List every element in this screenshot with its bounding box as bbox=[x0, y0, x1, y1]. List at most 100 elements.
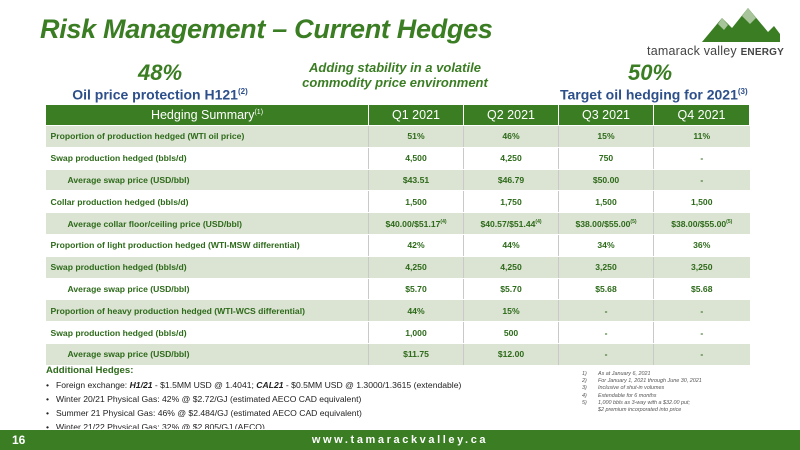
table-cell: $38.00/$55.00(5) bbox=[558, 212, 654, 235]
table-cell: 51% bbox=[368, 125, 464, 148]
table-header-row: Hedging Summary(1) Q1 2021 Q2 2021 Q3 20… bbox=[45, 104, 750, 126]
table-row: Collar production hedged (bbls/d) 1,500 1,… bbox=[45, 190, 750, 214]
table-row: Proportion of production hedged (WTI oil… bbox=[45, 125, 750, 148]
list-item: Summer 21 Physical Gas: 46% @ $2.484/GJ … bbox=[46, 406, 566, 420]
row-label: Average swap price (USD/bbl) bbox=[45, 277, 369, 301]
row-label: Proportion of light production hedged (W… bbox=[45, 233, 369, 257]
table-cell: $40.57/$51.44(4) bbox=[463, 212, 559, 235]
row-label: Swap production hedged (bbls/d) bbox=[45, 255, 369, 279]
table-row: Average collar floor/ceiling price (USD/… bbox=[45, 212, 750, 235]
row-label: Average swap price (USD/bbl) bbox=[45, 342, 369, 366]
website-link[interactable]: www.tamarackvalley.ca bbox=[311, 434, 489, 446]
table-cell: $38.00/$55.00(5) bbox=[653, 212, 750, 235]
footnote: 4) Extendable for 6 months bbox=[582, 392, 657, 399]
table-cell: 4,500 bbox=[368, 146, 464, 170]
table-cell: - bbox=[653, 342, 750, 366]
table-cell: $50.00 bbox=[558, 168, 654, 192]
table-cell: $43.51 bbox=[368, 168, 464, 192]
table-cell: - bbox=[558, 299, 654, 323]
row-label: Proportion of heavy production hedged (W… bbox=[45, 299, 369, 323]
column-header-q2: Q2 2021 bbox=[463, 104, 559, 126]
additional-hedges-list: Foreign exchange: H1/21 - $1.5MM USD @ 1… bbox=[46, 378, 566, 434]
table-cell: $5.70 bbox=[463, 277, 559, 301]
table-cell: 1,500 bbox=[558, 190, 654, 214]
table-cell: $11.75 bbox=[368, 342, 464, 366]
table-cell: 750 bbox=[558, 146, 654, 170]
kpi-oil-protection: 48% Oil price protection H121(2) bbox=[70, 62, 250, 103]
page-number: 16 bbox=[12, 433, 26, 447]
table-cell: - bbox=[558, 321, 654, 344]
column-header-q4: Q4 2021 bbox=[653, 104, 750, 126]
table-row: Average swap price (USD/bbl) $43.51 $46.79… bbox=[45, 168, 750, 192]
kpi-label: Target oil hedging for 2021(3) bbox=[560, 86, 748, 103]
table-cell: 4,250 bbox=[463, 255, 559, 279]
table-row: Proportion of light production hedged (W… bbox=[45, 233, 750, 257]
table-row: Swap production hedged (bbls/d) 4,500 4,25… bbox=[45, 146, 750, 170]
tagline: Adding stability in a volatile commodity… bbox=[302, 60, 488, 90]
table-cell: $40.00/$51.17(4) bbox=[368, 212, 464, 235]
kpi-value: 50% bbox=[627, 60, 673, 85]
footer-divider bbox=[0, 429, 800, 430]
additional-hedges: Additional Hedges: Foreign exchange: H1/… bbox=[46, 365, 566, 434]
footnotes: 1) As at January 6, 2021 2) For January 1,… bbox=[582, 371, 772, 414]
table-cell: 3,250 bbox=[653, 255, 750, 279]
column-header-q3: Q3 2021 bbox=[558, 104, 654, 126]
row-label: Proportion of production hedged (WTI oil… bbox=[45, 125, 369, 148]
logo-wordmark: tamarack valley ENERGY bbox=[647, 44, 784, 58]
table-row: Swap production hedged (bbls/d) 1,000 500-… bbox=[45, 321, 750, 344]
table-cell: 1,000 bbox=[368, 321, 464, 344]
table-cell: 36% bbox=[653, 233, 750, 257]
row-label: Average swap price (USD/bbl) bbox=[45, 168, 369, 192]
table-cell: - bbox=[653, 146, 750, 170]
row-label: Swap production hedged (bbls/d) bbox=[45, 321, 369, 344]
table-cell: 4,250 bbox=[368, 255, 464, 279]
additional-hedges-title: Additional Hedges: bbox=[46, 365, 134, 376]
footnote: 2) For January 1, 2021 through June 30, 2… bbox=[582, 378, 702, 385]
column-header-q1: Q1 2021 bbox=[368, 104, 464, 126]
footnote: 5) 1,000 bbls as 3-way with a $32.00 put; bbox=[582, 399, 690, 406]
table-row: Average swap price (USD/bbl) $11.75 $12.00… bbox=[45, 342, 750, 366]
table-cell: - bbox=[653, 168, 750, 192]
kpi-target-hedging: 50% Target oil hedging for 2021(3) bbox=[560, 60, 748, 103]
table-cell: 1,750 bbox=[463, 190, 559, 214]
table-row: Average swap price (USD/bbl) $5.70 $5.70 $5… bbox=[45, 277, 750, 301]
kpi-value: 48% bbox=[137, 60, 183, 85]
table-row: Swap production hedged (bbls/d) 4,250 4,25… bbox=[45, 255, 750, 279]
table-cell: 15% bbox=[463, 299, 559, 323]
table-cell: $12.00 bbox=[463, 342, 559, 366]
table-cell: - bbox=[558, 342, 654, 366]
list-item: Winter 20/21 Physical Gas: 42% @ $2.72/G… bbox=[46, 392, 566, 406]
table-row: Proportion of heavy production hedged (W… bbox=[45, 299, 750, 323]
table-cell: 1,500 bbox=[368, 190, 464, 214]
hedging-summary-table: Hedging Summary(1) Q1 2021 Q2 2021 Q3 20… bbox=[45, 104, 750, 366]
table-cell: 46% bbox=[463, 125, 559, 148]
table-cell: 15% bbox=[558, 125, 654, 148]
table-cell: $5.68 bbox=[558, 277, 654, 301]
column-header-label: Hedging Summary(1) bbox=[45, 104, 369, 126]
footnote: 1) As at January 6, 2021 bbox=[582, 371, 651, 377]
footnote: $2 premium incorporated into price bbox=[598, 407, 682, 414]
row-label: Collar production hedged (bbls/d) bbox=[45, 190, 369, 214]
kpi-label: Oil price protection H121(2) bbox=[72, 86, 248, 103]
table-cell: - bbox=[653, 321, 750, 344]
table-cell: 34% bbox=[558, 233, 654, 257]
list-item: Winter 21/22 Physical Gas: 32% @ $2.805/… bbox=[46, 420, 566, 434]
table-cell: 44% bbox=[368, 299, 464, 323]
table-cell: $5.70 bbox=[368, 277, 464, 301]
page-title: Risk Management – Current Hedges bbox=[40, 14, 493, 44]
table-cell: 3,250 bbox=[558, 255, 654, 279]
mountain-logo-icon bbox=[702, 8, 780, 42]
table-cell: 42% bbox=[368, 233, 464, 257]
footer-bar: 16 www.tamarackvalley.ca bbox=[0, 430, 800, 450]
company-logo: tamarack valley ENERGY bbox=[638, 8, 788, 58]
table-cell: 44% bbox=[463, 233, 559, 257]
table-cell: $46.79 bbox=[463, 168, 559, 192]
row-label: Swap production hedged (bbls/d) bbox=[45, 146, 369, 170]
table-cell: 1,500 bbox=[653, 190, 750, 214]
footnote: 3) Inclusive of shut-in volumes bbox=[582, 385, 665, 392]
table-cell: 500 bbox=[463, 321, 559, 344]
table-cell: 4,250 bbox=[463, 146, 559, 170]
row-label: Average collar floor/ceiling price (USD/… bbox=[45, 212, 369, 235]
table-cell: 11% bbox=[653, 125, 750, 148]
table-cell: $5.68 bbox=[653, 277, 750, 301]
